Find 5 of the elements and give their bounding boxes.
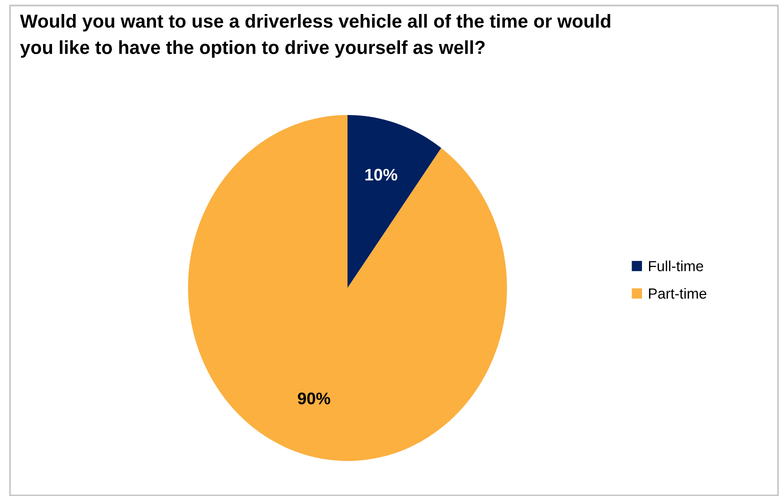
chart-title: Would you want to use a driverless vehicle all of the time or would you like to have the option to drive yourself as well? — [20, 14, 610, 58]
data-label: 10% — [365, 168, 398, 181]
data-label: 90% — [298, 392, 330, 404]
legend-label: Full-time — [649, 260, 704, 272]
legend-label: Part-time — [649, 288, 706, 299]
